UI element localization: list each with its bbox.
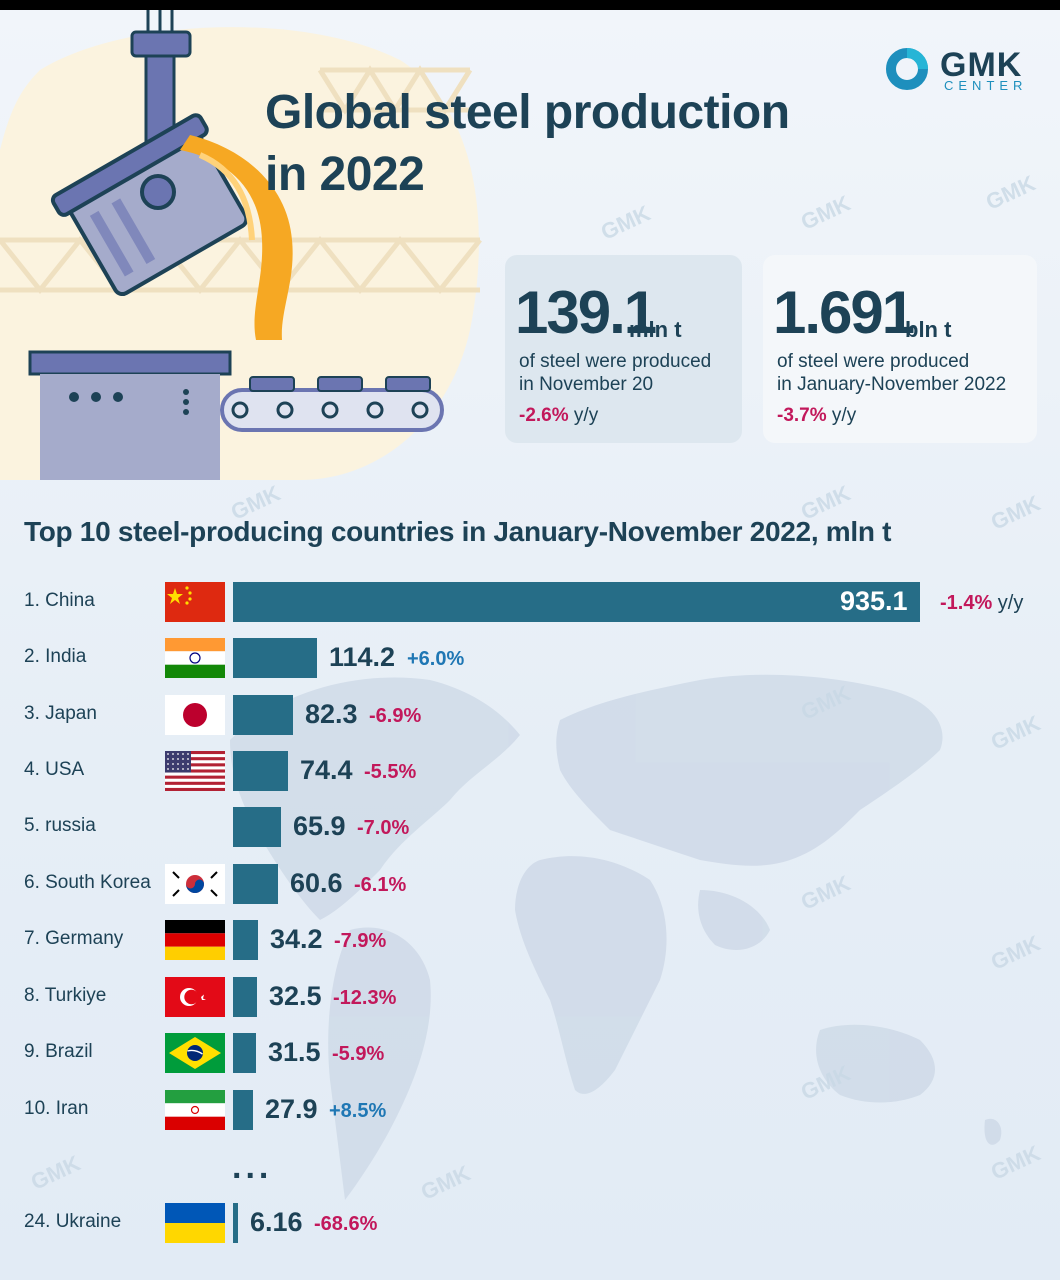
bar	[233, 751, 288, 791]
stat-change: -3.7% y/y	[777, 405, 856, 427]
bar	[233, 1203, 238, 1243]
change-label: +8.5%	[329, 1100, 387, 1122]
bar	[233, 807, 281, 847]
logo-text: GMK	[940, 46, 1023, 84]
change-label: +6.0%	[407, 648, 465, 670]
logo-subtext: CENTER	[944, 78, 1028, 93]
bar	[233, 864, 278, 904]
stat-card-jan-nov: 1.691 bln t of steel were produced in Ja…	[763, 255, 1037, 443]
flag-south-korea-icon	[165, 864, 225, 904]
title-line-2: in 2022	[265, 148, 425, 201]
country-label: 4. USA	[24, 759, 85, 780]
stat-desc-line-2: in January-November 2022	[777, 374, 1007, 395]
change-suffix: y/y	[992, 592, 1024, 614]
country-label: 2. India	[24, 646, 87, 667]
change-label: -6.1%	[354, 874, 407, 896]
flag-china-icon	[165, 582, 225, 622]
steel-pouring-illustration	[0, 10, 482, 480]
stat-desc-line-1: of steel were produced	[777, 351, 970, 372]
gmk-center-logo: GMK CENTER	[882, 44, 1042, 100]
bar	[233, 695, 293, 735]
value-label: 74.4	[300, 755, 353, 785]
stat-desc-line-2: in November 20	[519, 374, 654, 395]
page-title: Global steel production in 2022	[265, 82, 865, 206]
flag-ukraine-icon	[165, 1203, 225, 1243]
change-label: -7.9%	[334, 930, 387, 952]
bar	[233, 920, 258, 960]
top-black-bar	[0, 0, 1060, 10]
value-label: 65.9	[293, 811, 346, 841]
country-label: 7. Germany	[24, 928, 124, 949]
value-label: 82.3	[305, 699, 358, 729]
flag-turkiye-icon	[165, 977, 225, 1017]
stat-unit: mln t	[629, 317, 682, 342]
bar	[233, 638, 317, 678]
flag-japan-icon	[165, 695, 225, 735]
change-label: -12.3%	[333, 987, 397, 1009]
flag-brazil-icon	[165, 1033, 225, 1073]
change-label: -6.9%	[369, 705, 422, 727]
flag-india-icon	[165, 638, 225, 678]
value-label: 935.1	[840, 586, 908, 616]
change-label: -5.9%	[332, 1043, 385, 1065]
stat-change-suffix: y/y	[831, 405, 857, 426]
bar	[233, 977, 257, 1017]
country-label: 1. China	[24, 590, 95, 611]
stat-value: 1.691	[773, 279, 915, 346]
country-label: 24. Ukraine	[24, 1211, 122, 1232]
value-label: 6.16	[250, 1207, 303, 1237]
stat-change-value: -3.7%	[777, 405, 827, 426]
flag-germany-icon	[165, 920, 225, 960]
country-label: 5. russia	[24, 815, 96, 836]
change-label: -68.6%	[314, 1213, 378, 1235]
value-label: 31.5	[268, 1037, 321, 1067]
stat-change-suffix: y/y	[573, 405, 599, 426]
value-label: 114.2	[329, 642, 396, 672]
value-label: 34.2	[270, 924, 323, 954]
country-label: 9. Brazil	[24, 1041, 93, 1062]
stat-description: of steel were produced in November 20	[519, 350, 769, 396]
stat-value: 139.1	[515, 279, 657, 346]
value-label: 27.9	[265, 1094, 318, 1124]
ellipsis: ...	[232, 1148, 273, 1186]
flag-usa-icon	[165, 751, 225, 791]
stat-desc-line-1: of steel were produced	[519, 351, 712, 372]
bar	[233, 1033, 256, 1073]
stat-change: -2.6% y/y	[519, 405, 598, 427]
title-line-1: Global steel production	[265, 86, 790, 139]
change-label: -5.5%	[364, 761, 417, 783]
bar	[233, 1090, 253, 1130]
logo-ring-icon	[886, 48, 928, 90]
value-label: 60.6	[290, 868, 343, 898]
value-label: 32.5	[269, 981, 322, 1011]
flag-iran-icon	[165, 1090, 225, 1130]
stat-unit: bln t	[905, 317, 952, 342]
stat-card-november: 139.1 mln t of steel were produced in No…	[505, 255, 742, 443]
change-label: -1.4% y/y	[940, 592, 1024, 614]
country-label: 8. Turkiye	[24, 985, 107, 1006]
country-label: 10. Iran	[24, 1098, 89, 1119]
chart-title: Top 10 steel-producing countries in Janu…	[24, 516, 892, 547]
change-label: -7.0%	[357, 817, 410, 839]
country-label: 6. South Korea	[24, 872, 151, 893]
stat-change-value: -2.6%	[519, 405, 569, 426]
bar	[233, 582, 920, 622]
country-label: 3. Japan	[24, 703, 97, 724]
world-map-background	[230, 674, 1002, 1200]
stat-description: of steel were produced in January-Novemb…	[777, 350, 1027, 396]
